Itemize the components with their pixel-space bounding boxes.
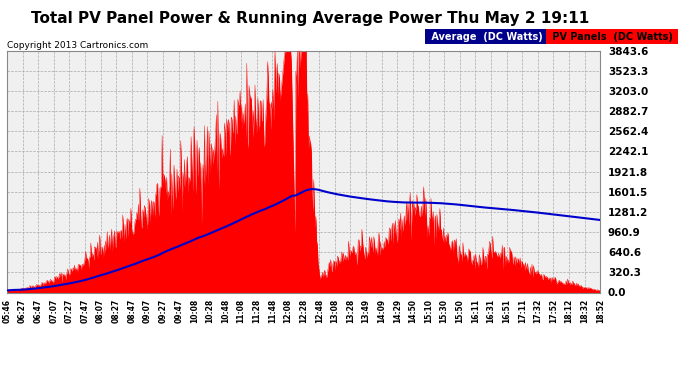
Text: PV Panels  (DC Watts): PV Panels (DC Watts) xyxy=(549,32,676,42)
Text: Total PV Panel Power & Running Average Power Thu May 2 19:11: Total PV Panel Power & Running Average P… xyxy=(31,11,590,26)
Text: Copyright 2013 Cartronics.com: Copyright 2013 Cartronics.com xyxy=(7,41,148,50)
Text: Average  (DC Watts): Average (DC Watts) xyxy=(428,32,546,42)
